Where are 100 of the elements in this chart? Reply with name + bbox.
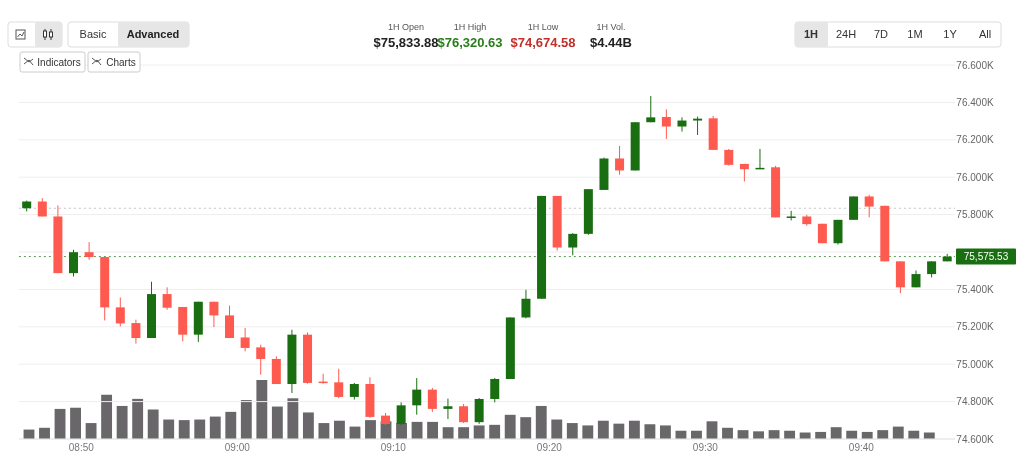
- y-tick-label: 76.400K: [956, 96, 994, 108]
- y-tick-label: 74.800K: [956, 396, 994, 408]
- x-tick-label: 09:40: [848, 442, 875, 453]
- bar: [877, 430, 889, 439]
- candlestick: [833, 219, 843, 246]
- text: 1H Open: [387, 22, 425, 32]
- text: All: [978, 28, 992, 40]
- bar: [768, 430, 780, 439]
- bar: [722, 427, 733, 439]
- ref-line-label: 75,575.53: [963, 251, 1009, 263]
- bar: [473, 425, 485, 439]
- y-tick-label: 75.000K: [956, 358, 994, 370]
- bar: [365, 420, 376, 439]
- bar: [70, 407, 81, 439]
- text: 1Y: [943, 28, 958, 40]
- candlestick: [459, 403, 469, 424]
- x-tick-label: 09:00: [224, 442, 251, 453]
- candlestick: [256, 344, 266, 376]
- x-tick-label: 08:50: [68, 442, 95, 453]
- candlestick: [162, 286, 172, 311]
- x-tick-label: 09:30: [692, 442, 719, 453]
- bar: [427, 421, 439, 439]
- y-tick-label: 74.600K: [956, 433, 994, 445]
- candlestick: [209, 301, 219, 328]
- candlestick: [427, 387, 437, 413]
- bar: [132, 398, 144, 439]
- bar: [520, 417, 532, 439]
- candlestick: [131, 319, 141, 345]
- x-tick-label: 09:10: [380, 442, 407, 453]
- bar: [147, 409, 159, 439]
- candlestick: [334, 368, 344, 399]
- bar: [178, 420, 190, 439]
- text: $4.44B: [590, 35, 632, 50]
- bar: [101, 394, 113, 439]
- bar: [458, 427, 470, 439]
- candlestick: [225, 305, 235, 339]
- candlestick: [474, 397, 484, 425]
- bar: [271, 406, 283, 439]
- candlestick: [490, 377, 500, 403]
- candlestick: [849, 195, 859, 221]
- candlestick: [864, 194, 874, 218]
- x-tick-label: 09:20: [536, 442, 563, 453]
- bar: [287, 398, 299, 439]
- bar: [256, 380, 268, 439]
- text: 24H: [835, 28, 857, 40]
- candlestick: [521, 289, 531, 319]
- bar: [892, 426, 904, 439]
- bar: [830, 427, 842, 439]
- bar: [442, 427, 454, 439]
- bar: [489, 424, 501, 439]
- y-tick-label: 75.800K: [956, 209, 994, 221]
- bar: [334, 420, 345, 439]
- bar: [318, 423, 330, 439]
- candlestick: [615, 145, 625, 176]
- candlestick: [412, 377, 422, 416]
- y-tick-label: 76.000K: [956, 171, 994, 183]
- text: $74,674.58: [510, 35, 576, 50]
- candlestick: [240, 327, 250, 352]
- bar: [659, 425, 671, 439]
- bar: [85, 423, 97, 439]
- text: 1H High: [453, 22, 487, 32]
- bar: [163, 419, 175, 439]
- bar: [753, 431, 764, 439]
- bar: [582, 425, 594, 439]
- text: Basic: [79, 28, 107, 40]
- candlestick: [677, 116, 687, 133]
- candlestick: [646, 95, 656, 123]
- bar: [613, 423, 625, 439]
- y-tick-label: 76.600K: [956, 59, 994, 71]
- text: 1H: [803, 28, 819, 40]
- text: 1H Low: [527, 22, 559, 32]
- bar: [504, 414, 516, 439]
- text: Advanced: [126, 28, 180, 40]
- bar: [194, 419, 206, 439]
- annotation: Indicators: [37, 57, 81, 68]
- text: 1H Vol.: [596, 22, 626, 32]
- bar: [597, 420, 609, 439]
- text: $76,320.63: [437, 35, 503, 50]
- candlestick: [443, 398, 453, 420]
- y-tick-label: 75.400K: [956, 283, 994, 295]
- annotation: Charts: [106, 57, 136, 68]
- candlestick: [84, 241, 94, 261]
- bar: [209, 416, 221, 439]
- bar: [240, 400, 252, 439]
- text: 7D: [873, 28, 889, 40]
- bar: [551, 419, 563, 439]
- bar: [566, 423, 578, 439]
- bar: [225, 411, 237, 439]
- candlestick: [568, 232, 578, 256]
- candlestick: [693, 116, 703, 136]
- candlestick: [661, 108, 671, 140]
- bar: [535, 405, 547, 439]
- bar: [39, 427, 50, 439]
- y-tick-label: 75.200K: [956, 321, 994, 333]
- bar: [628, 420, 640, 439]
- candlestick: [115, 296, 125, 327]
- bar: [116, 405, 128, 439]
- y-tick-label: 76.200K: [956, 134, 994, 146]
- text: 1M: [907, 28, 923, 40]
- bar: [302, 412, 314, 439]
